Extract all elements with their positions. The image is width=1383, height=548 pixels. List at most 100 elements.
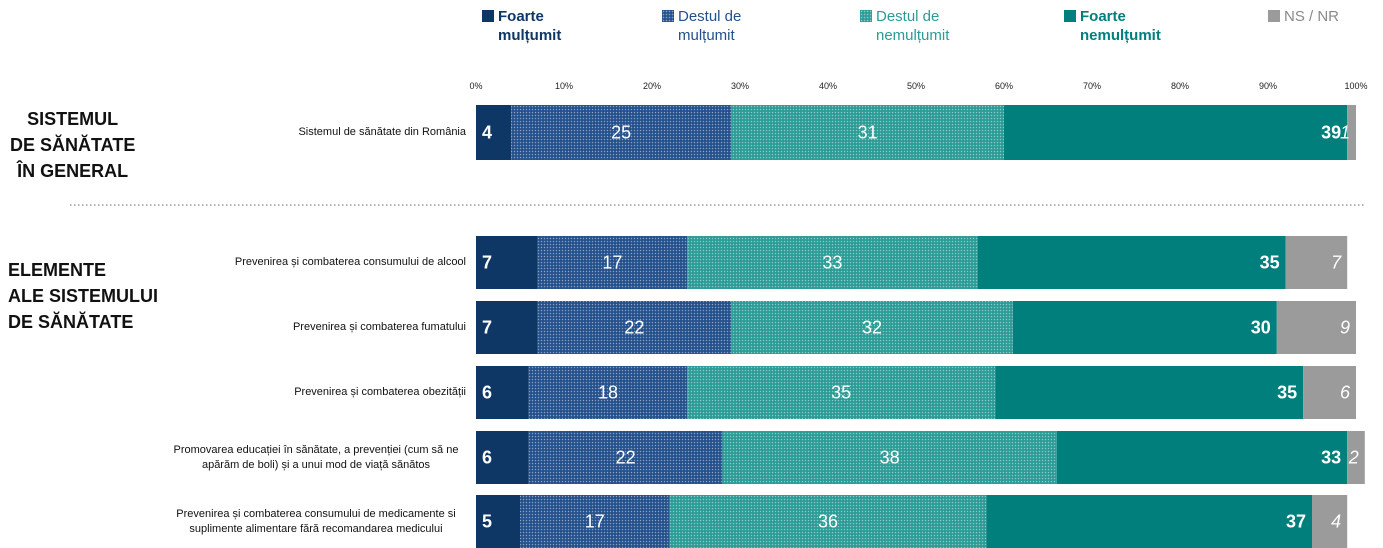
category-label: Prevenirea și combaterea consumului de m… (176, 507, 456, 535)
value-label: 35 (1277, 383, 1297, 403)
bar-segment (476, 105, 512, 160)
value-label: 17 (585, 512, 605, 532)
legend-swatch (662, 10, 674, 22)
legend-swatch (1268, 10, 1280, 22)
value-label: 31 (858, 123, 878, 143)
bar-segment (722, 431, 1057, 484)
x-tick-label: 10% (555, 81, 573, 91)
value-label: 6 (1340, 383, 1351, 403)
x-tick-label: 90% (1259, 81, 1277, 91)
value-label: 4 (1331, 512, 1341, 532)
legend-item: Destul de mulțumit (662, 7, 782, 45)
bar-segment (476, 236, 538, 289)
category-label: Prevenirea și combaterea consumului de a… (234, 256, 466, 268)
value-label: 35 (831, 383, 851, 403)
legend-item: Destul de nemulțumit (860, 7, 980, 45)
bar-segment (528, 366, 688, 419)
bar-segment (731, 301, 1013, 354)
category-wrap: Promovarea educației în sănătate, a prev… (166, 431, 466, 484)
bar-segment (731, 105, 1004, 160)
category-wrap: Prevenirea și combaterea consumului de m… (166, 495, 466, 548)
bar-segment (995, 366, 1304, 419)
value-label: 4 (482, 123, 492, 143)
value-label: 32 (862, 318, 882, 338)
value-label: 35 (1260, 253, 1280, 273)
bar-segment (1276, 301, 1356, 354)
bar-segment (669, 495, 987, 548)
bar-segment (476, 301, 538, 354)
x-tick-label: 40% (819, 81, 837, 91)
value-label: 17 (602, 253, 622, 273)
bar-segment (1303, 366, 1356, 419)
value-label: 6 (482, 383, 492, 403)
value-label: 7 (1331, 253, 1342, 273)
category-wrap: Sistemul de sănătate din România (166, 105, 466, 160)
legend-swatch (860, 10, 872, 22)
bar-segment (476, 495, 520, 548)
legend-label: Destul de nemulțumit (876, 8, 950, 44)
value-label: 9 (1340, 318, 1350, 338)
value-label: 39 (1321, 123, 1341, 143)
legend-label: Destul de mulțumit (678, 8, 742, 44)
category-label: Promovarea educației în sănătate, a prev… (173, 443, 459, 471)
bar-segment (520, 495, 670, 548)
value-label: 36 (818, 512, 838, 532)
x-tick-label: 30% (731, 81, 749, 91)
value-label: 37 (1286, 512, 1306, 532)
bar-segment (1347, 431, 1365, 484)
bar-segment (476, 431, 529, 484)
bar-segment (1004, 105, 1348, 160)
x-tick-label: 80% (1171, 81, 1189, 91)
bar-segment (528, 431, 723, 484)
value-label: 2 (1348, 448, 1359, 468)
bar-segment (537, 301, 732, 354)
value-label: 18 (598, 383, 618, 403)
value-label: 33 (1321, 448, 1341, 468)
x-tick-label: 70% (1083, 81, 1101, 91)
category-wrap: Prevenirea și combaterea consumului de a… (166, 236, 466, 289)
bar-segment (1012, 301, 1277, 354)
legend-item: NS / NR (1268, 7, 1383, 26)
bar-segment (986, 495, 1312, 548)
bar-segment (511, 105, 732, 160)
bar-segment (977, 236, 1286, 289)
category-wrap: Prevenirea și combaterea fumatului (166, 301, 466, 354)
value-label: 38 (880, 448, 900, 468)
value-label: 6 (482, 448, 492, 468)
bar-segment (1285, 236, 1348, 289)
x-tick-label: 100% (1344, 81, 1367, 91)
x-tick-label: 0% (469, 81, 482, 91)
group-label: SISTEMUL DE SĂNĂTATE ÎN GENERAL (10, 109, 136, 181)
bar-segment (687, 366, 996, 419)
category-label: Prevenirea și combaterea fumatului (292, 321, 466, 333)
value-label: 22 (616, 448, 636, 468)
bar-segment (1056, 431, 1348, 484)
legend-swatch (1064, 10, 1076, 22)
legend-item: Foarte mulțumit (482, 7, 602, 45)
value-label: 25 (611, 123, 631, 143)
x-tick-label: 50% (907, 81, 925, 91)
legend-label: Foarte nemulțumit (1080, 8, 1161, 44)
legend-item: Foarte nemulțumit (1064, 7, 1184, 45)
value-label: 33 (822, 253, 842, 273)
group-label: ELEMENTE ALE SISTEMULUI DE SĂNĂTATE (8, 260, 159, 332)
category-wrap: Prevenirea și combaterea obezității (166, 366, 466, 419)
category-label: Prevenirea și combaterea obezității (294, 386, 466, 398)
bar-segment (1312, 495, 1348, 548)
value-label: 7 (482, 253, 492, 273)
value-label: 1 (1340, 123, 1350, 143)
value-label: 30 (1251, 318, 1271, 338)
legend-label: Foarte mulțumit (498, 8, 562, 44)
legend-swatch (482, 10, 494, 22)
value-label: 7 (482, 318, 492, 338)
x-tick-label: 60% (995, 81, 1013, 91)
category-label: Sistemul de sănătate din România (298, 126, 466, 138)
bar-segment (537, 236, 688, 289)
bar-segment (476, 366, 529, 419)
bar-segment (1347, 105, 1356, 160)
legend-label: NS / NR (1284, 8, 1340, 25)
x-tick-label: 20% (643, 81, 661, 91)
bar-segment (687, 236, 978, 289)
